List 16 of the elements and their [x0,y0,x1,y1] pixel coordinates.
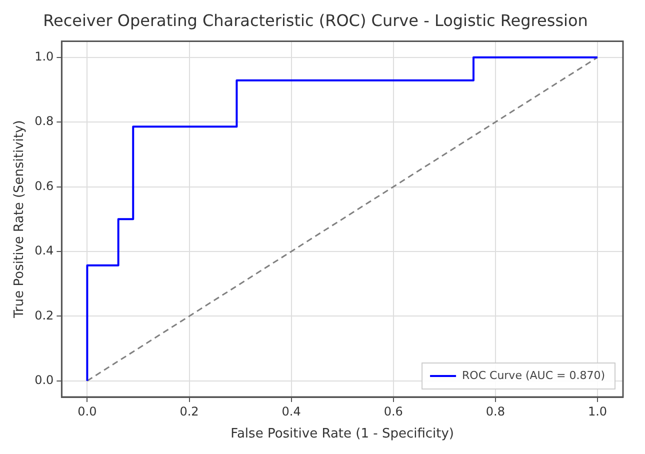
y-tick-label: 0.2 [34,308,54,322]
y-tick-label: 0.6 [34,178,54,193]
x-tick-label: 0.6 [384,404,403,418]
y-tick-label: 0.8 [34,114,54,128]
chart-title: Receiver Operating Characteristic (ROC) Curve - Logistic Regression [43,10,588,30]
y-tick-label: 0.0 [34,372,54,387]
legend-label: ROC Curve (AUC = 0.870) [462,368,605,382]
x-axis-title: False Positive Rate (1 - Specificity) [230,426,454,442]
y-tick-label: 0.4 [34,244,54,258]
x-tick-label: 0.2 [180,404,199,418]
y-axis-title: True Positive Rate (Sensitivity) [12,120,28,319]
x-tick-label: 0.4 [282,404,301,418]
x-tick-label: 0.8 [486,404,505,418]
y-tick-label: 1.0 [34,50,54,64]
x-tick-label: 1.0 [588,404,608,418]
x-tick-label: 0.0 [78,404,97,418]
